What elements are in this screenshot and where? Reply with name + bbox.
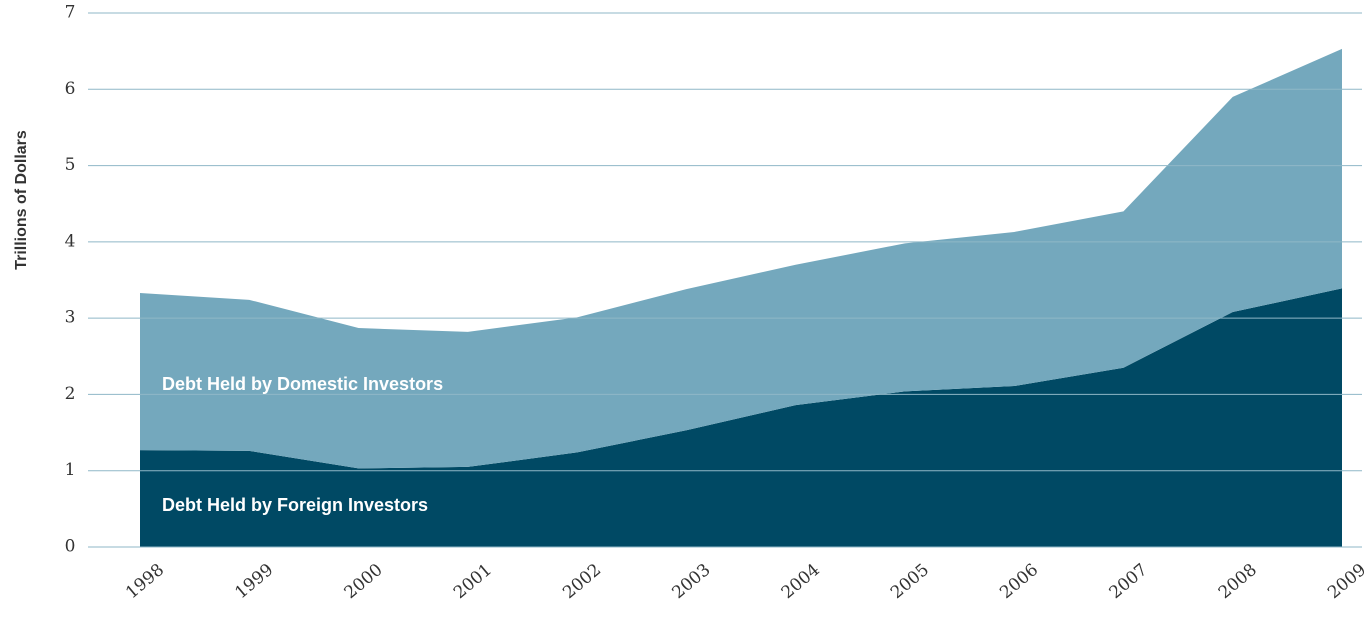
x-tick-label: 2007: [1106, 560, 1152, 603]
series-label: Debt Held by Foreign Investors: [162, 495, 428, 515]
x-tick-label: 2001: [450, 560, 496, 603]
x-tick-label: 2005: [887, 560, 933, 603]
y-tick-label: 0: [65, 537, 76, 557]
y-tick-label: 3: [65, 308, 76, 328]
series-label: Debt Held by Domestic Investors: [162, 374, 443, 394]
x-tick-label: 1999: [231, 560, 277, 603]
y-tick-label: 6: [65, 79, 76, 99]
y-tick-label: 1: [65, 460, 76, 480]
x-tick-label: 2006: [996, 560, 1042, 603]
x-tick-label: 2008: [1215, 560, 1261, 603]
area: [140, 48, 1342, 469]
x-tick-label: 1998: [122, 560, 168, 603]
x-tick-label: 2003: [668, 560, 714, 603]
x-tick-label: 2002: [559, 560, 605, 603]
y-tick-label: 4: [65, 231, 76, 251]
y-axis-title: Trillions of Dollars: [13, 130, 30, 270]
x-tick-label: 2004: [778, 560, 824, 603]
area: [140, 288, 1342, 547]
x-tick-label: 2009: [1324, 560, 1369, 603]
y-tick-label: 5: [65, 155, 76, 175]
x-tick-label: 2000: [341, 560, 387, 603]
y-tick-label: 7: [65, 3, 76, 23]
y-tick-label: 2: [65, 384, 76, 404]
